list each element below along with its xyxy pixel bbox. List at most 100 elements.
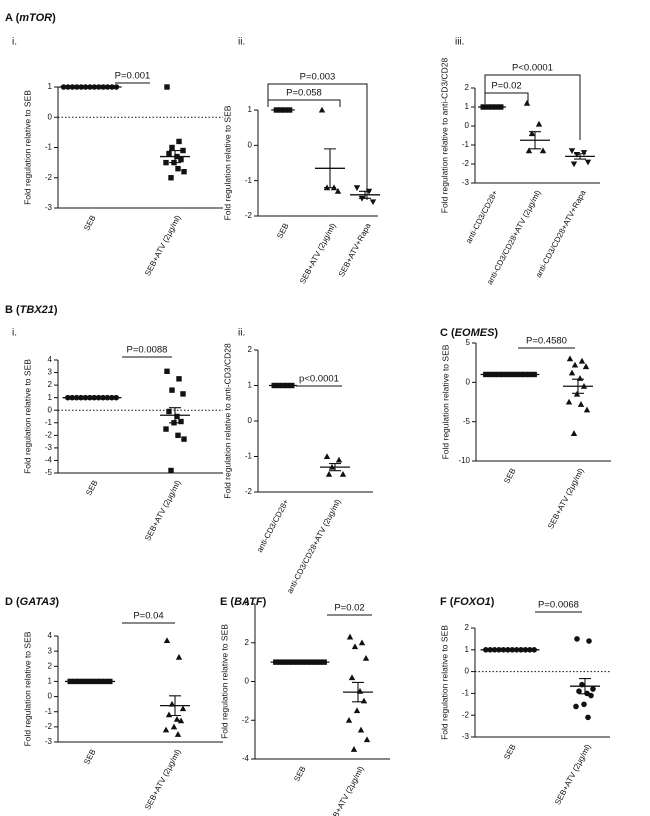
panel-title-part: ) xyxy=(54,304,58,316)
y-tick-label: 2 xyxy=(248,345,253,354)
y-axis-label: Fold regulation relative to SEB xyxy=(222,105,232,220)
point xyxy=(350,746,358,752)
point xyxy=(180,391,186,397)
p-value: P=0.003 xyxy=(300,72,336,83)
sem-bar xyxy=(574,153,586,160)
point xyxy=(580,150,588,156)
y-tick-label: 1 xyxy=(48,677,53,686)
p-value: p<0.0001 xyxy=(299,374,339,385)
panel-title-part: ) xyxy=(491,596,495,608)
x-tick-label: SEB+ATV (2μg/ml) xyxy=(143,213,183,277)
y-tick-label: -2 xyxy=(462,159,470,168)
y-tick-label: 1 xyxy=(48,82,53,91)
point xyxy=(178,156,184,163)
point xyxy=(577,401,585,407)
point xyxy=(177,717,185,724)
sem-bar xyxy=(169,407,181,424)
y-tick-label: 0 xyxy=(245,677,250,686)
y-tick-label: 2 xyxy=(465,623,470,632)
p-value: P<0.0001 xyxy=(512,63,553,74)
y-tick-label: 1 xyxy=(465,102,470,111)
y-tick-label: 0 xyxy=(248,140,253,149)
panel-title-part: C ( xyxy=(440,327,455,339)
y-tick-label: 3 xyxy=(48,368,53,377)
point xyxy=(357,726,365,733)
point xyxy=(334,187,342,194)
point xyxy=(570,161,578,168)
point xyxy=(169,387,175,393)
y-tick-label: 0 xyxy=(466,377,471,386)
point xyxy=(168,175,174,181)
y-tick-label: -3 xyxy=(462,732,470,741)
point xyxy=(348,674,356,681)
point xyxy=(573,703,579,710)
panel-title-part: A ( xyxy=(5,12,20,24)
panel-title-part: ) xyxy=(52,12,56,24)
x-tick-label: anti-CD3/CD28+ATV (2ug/ml) xyxy=(285,497,343,595)
point xyxy=(345,716,353,723)
y-axis-label: Fold regulation relative to anti-CD3/CD2… xyxy=(222,343,232,499)
point xyxy=(346,633,354,640)
point xyxy=(339,470,347,477)
point xyxy=(180,147,186,154)
panel-title-part: D ( xyxy=(5,596,20,608)
y-tick-label: -4 xyxy=(242,754,250,763)
sem-bar xyxy=(352,681,364,703)
panel-title: C (EOMES) xyxy=(440,327,498,339)
point xyxy=(176,138,182,145)
y-tick-label: 3 xyxy=(48,646,53,655)
p-value: P=0.4580 xyxy=(526,336,567,347)
x-tick-label: anti-CD3/CD28+ATV+Rapa xyxy=(534,188,588,279)
p-value: P=0.058 xyxy=(286,88,322,99)
panel-title-part: EOMES xyxy=(455,327,495,339)
sem-bar xyxy=(572,378,584,394)
point xyxy=(590,686,596,692)
y-tick-label: -3 xyxy=(462,178,470,187)
point xyxy=(539,147,547,154)
panel-subtitle: i. xyxy=(12,37,17,48)
point xyxy=(369,199,377,206)
y-tick-label: 4 xyxy=(48,631,53,640)
y-tick-label: 1 xyxy=(248,105,253,114)
panel-title-part: FOXO1 xyxy=(453,596,490,608)
point xyxy=(360,697,368,704)
panel-title-part: B ( xyxy=(5,304,20,316)
comparison-bracket xyxy=(267,83,368,200)
x-tick-label: SEB+ATV (2μg/ml) xyxy=(546,466,586,530)
x-tick-label: SEB+ATV (2μg/ml) xyxy=(143,747,183,811)
point xyxy=(162,726,170,733)
y-tick-label: 1 xyxy=(248,381,253,390)
x-tick-label: SEB xyxy=(82,214,97,232)
panel-title: A (mTOR) xyxy=(5,12,56,24)
point xyxy=(168,467,174,474)
point xyxy=(565,398,573,405)
y-tick-label: -10 xyxy=(458,456,470,465)
y-axis-label: Fold regulation relative to SEB xyxy=(439,625,449,740)
point xyxy=(181,436,187,442)
point xyxy=(362,654,370,661)
comparison-bracket xyxy=(484,74,581,140)
x-tick-label: SEB xyxy=(502,467,517,485)
panel-title: F (FOXO1) xyxy=(440,596,495,608)
p-value: P=0.0088 xyxy=(127,345,168,356)
point xyxy=(583,406,591,413)
y-axis-label: Fold regulation relative to SEB xyxy=(22,359,32,474)
p-value: P=0.04 xyxy=(133,611,163,622)
y-tick-label: -3 xyxy=(45,737,53,746)
point xyxy=(174,731,182,737)
point xyxy=(535,120,543,127)
y-tick-label: 0 xyxy=(465,121,470,130)
panel-title-part: E ( xyxy=(220,596,234,608)
point xyxy=(175,165,181,172)
y-tick-label: 5 xyxy=(466,338,471,347)
y-tick-label: 2 xyxy=(48,380,53,389)
y-axis-label: Fold regulation relative to SEB xyxy=(440,344,450,459)
panel-subtitle: ii. xyxy=(238,37,245,48)
p-value: P=0.02 xyxy=(334,603,364,614)
y-axis-label: Fold regulation relative to SEB xyxy=(22,90,32,205)
panel-title-part: TBX21 xyxy=(20,304,54,316)
point xyxy=(353,185,361,192)
y-tick-label: 0 xyxy=(48,405,53,414)
y-tick-label: -2 xyxy=(245,211,253,220)
